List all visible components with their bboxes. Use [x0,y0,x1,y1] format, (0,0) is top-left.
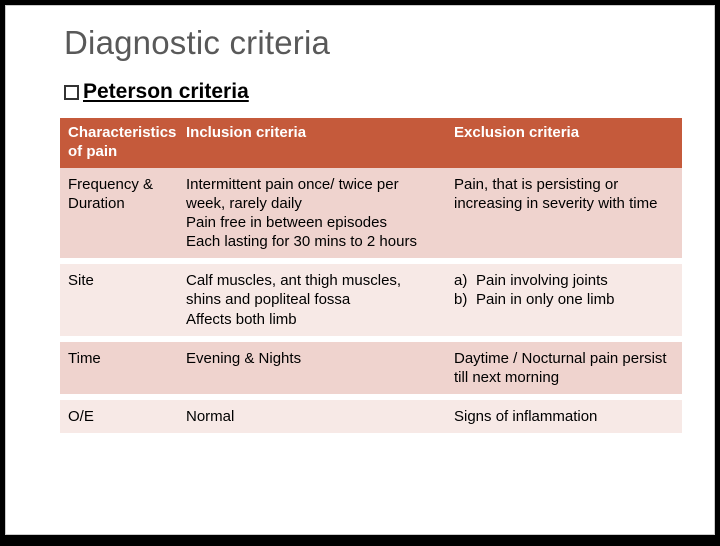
table-row: Site Calf muscles, ant thigh muscles, sh… [60,261,682,339]
subtitle-row: Peterson criteria [64,80,684,104]
cell-line: Calf muscles, ant thigh muscles, shins a… [186,271,438,309]
list-marker: b) [454,290,467,309]
list-text: Pain in only one limb [476,291,614,308]
column-header: Characteristics of pain [60,118,178,168]
cell-exclusion: a) Pain involving joints b) Pain in only o… [446,261,682,339]
column-header: Inclusion criteria [178,118,446,168]
slide: Diagnostic criteria Peterson criteria Ch… [6,6,714,534]
cell-characteristic: O/E [60,397,178,436]
cell-inclusion: Intermittent pain once/ twice per week, … [178,168,446,262]
cell-characteristic: Frequency & Duration [60,168,178,262]
cell-line: Each lasting for 30 mins to 2 hours [186,232,438,251]
list-item: b) Pain in only one limb [454,290,674,309]
cell-inclusion: Calf muscles, ant thigh muscles, shins a… [178,261,446,339]
cell-line: Affects both limb [186,310,438,329]
page-title: Diagnostic criteria [64,24,684,62]
table-row: Time Evening & Nights Daytime / Nocturna… [60,339,682,397]
cell-line: Intermittent pain once/ twice per week, … [186,175,438,213]
list-item: a) Pain involving joints [454,271,674,290]
list-marker: a) [454,271,467,290]
cell-exclusion: Daytime / Nocturnal pain persist till ne… [446,339,682,397]
criteria-table: Characteristics of pain Inclusion criter… [60,118,682,439]
cell-inclusion: Normal [178,397,446,436]
cell-line: Pain free in between episodes [186,213,438,232]
bullet-box-icon [64,85,79,100]
cell-inclusion: Evening & Nights [178,339,446,397]
cell-exclusion: Pain, that is persisting or increasing i… [446,168,682,262]
cell-characteristic: Time [60,339,178,397]
table-row: O/E Normal Signs of inflammation [60,397,682,436]
table-header-row: Characteristics of pain Inclusion criter… [60,118,682,168]
cell-exclusion: Signs of inflammation [446,397,682,436]
ordered-list: a) Pain involving joints b) Pain in only o… [454,271,674,309]
list-text: Pain involving joints [476,272,608,289]
subtitle: Peterson criteria [83,80,249,104]
column-header: Exclusion criteria [446,118,682,168]
cell-characteristic: Site [60,261,178,339]
table-row: Frequency & Duration Intermittent pain o… [60,168,682,262]
